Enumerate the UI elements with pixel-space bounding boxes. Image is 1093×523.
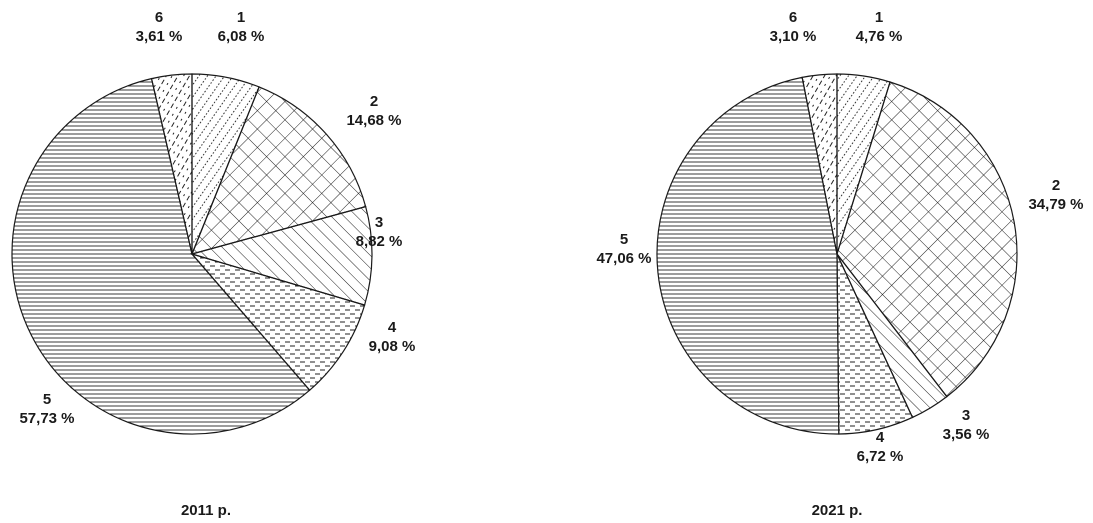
- slice-label-4: 4: [388, 319, 397, 336]
- slice-value-label-4: 6,72 %: [857, 448, 904, 465]
- chart-caption-2011: 2011 р.: [181, 502, 231, 519]
- slice-label-3: 3: [375, 214, 383, 231]
- slice-label-2: 2: [1052, 177, 1060, 194]
- slice-value-label-5: 57,73 %: [19, 410, 74, 427]
- slice-value-label-2: 34,79 %: [1028, 196, 1083, 213]
- slice-value-label-6: 3,10 %: [770, 28, 817, 45]
- slice-label-1: 1: [875, 9, 883, 26]
- slice-value-label-2: 14,68 %: [346, 112, 401, 129]
- pie-slice-2: [836, 81, 1018, 398]
- pie-chart-2011: 1 6,08 % 2 14,68 % 3 8,82 % 4 9,08 % 5 57,73 % 6 3,…: [11, 9, 416, 435]
- pie-slice-5: [656, 76, 840, 435]
- slice-value-label-5: 47,06 %: [596, 250, 651, 267]
- pie-slice-2: [190, 86, 367, 255]
- pie-slice-3: [189, 205, 373, 306]
- pie-slice-6: [801, 73, 838, 255]
- slice-value-label-1: 4,76 %: [856, 28, 903, 45]
- slice-value-label-1: 6,08 %: [218, 28, 265, 45]
- pie-slice-5: [11, 77, 311, 435]
- slice-value-label-3: 8,82 %: [356, 233, 403, 250]
- pie-slice-6: [150, 73, 193, 255]
- slice-value-label-6: 3,61 %: [136, 28, 183, 45]
- slice-label-6: 6: [155, 9, 163, 26]
- slice-label-5: 5: [43, 391, 51, 408]
- slice-value-label-4: 9,08 %: [369, 338, 416, 355]
- slice-label-5: 5: [620, 231, 628, 248]
- pie-chart-2021: 1 4,76 % 2 34,79 % 3 3,56 % 4 6,72 % 5 47,06 % 6 3,…: [596, 9, 1083, 465]
- slice-value-label-3: 3,56 %: [943, 426, 990, 443]
- slice-label-4: 4: [876, 429, 885, 446]
- slice-label-1: 1: [237, 9, 245, 26]
- pie-slice-4: [190, 252, 366, 392]
- chart-caption-2021: 2021 р.: [812, 502, 863, 519]
- slice-label-2: 2: [370, 93, 378, 110]
- slice-label-6: 6: [789, 9, 797, 26]
- slice-label-3: 3: [962, 407, 970, 424]
